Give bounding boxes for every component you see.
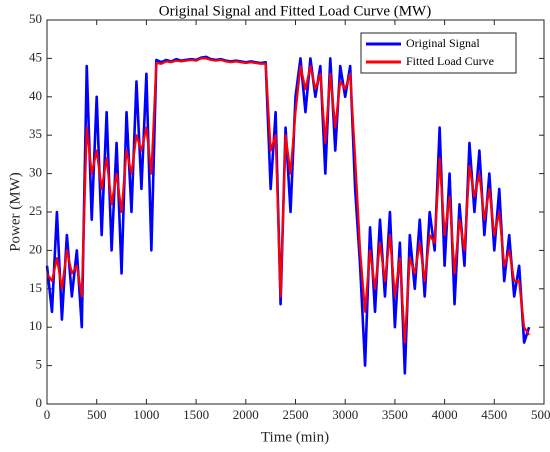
- x-tick-label: 1500: [183, 407, 209, 422]
- x-tick-label: 0: [44, 407, 51, 422]
- y-axis-label: Power (MW): [7, 172, 23, 252]
- x-tick-label: 4000: [432, 407, 458, 422]
- y-tick-label: 5: [36, 357, 43, 372]
- y-tick-label: 50: [29, 11, 42, 26]
- y-tick-label: 35: [29, 126, 42, 141]
- y-tick-label: 0: [36, 395, 43, 410]
- chart-title: Original Signal and Fitted Load Curve (M…: [159, 3, 431, 19]
- axes-box: [46, 19, 545, 405]
- legend-label: Fitted Load Curve: [406, 54, 494, 68]
- y-tick-label: 40: [29, 88, 42, 103]
- series-line: [46, 57, 531, 344]
- x-tick-label: 2000: [233, 407, 259, 422]
- y-tick-label: 15: [29, 280, 42, 295]
- x-tick-label: 1000: [133, 407, 159, 422]
- x-tick-label: 3500: [382, 407, 408, 422]
- y-tick-label: 20: [29, 241, 42, 256]
- y-tick-label: 45: [29, 49, 42, 64]
- legend-box: [360, 32, 517, 74]
- y-tick-label: 25: [29, 203, 42, 218]
- x-tick-label: 4500: [481, 407, 507, 422]
- series-line: [45, 55, 531, 375]
- x-tick-label: 500: [87, 407, 107, 422]
- x-tick-label: 3000: [332, 407, 358, 422]
- x-axis-label: Time (min): [261, 429, 329, 445]
- x-tick-label: 2500: [283, 407, 309, 422]
- y-tick-label: 10: [29, 318, 42, 333]
- legend-label: Original Signal: [406, 36, 480, 50]
- y-tick-label: 30: [29, 165, 42, 180]
